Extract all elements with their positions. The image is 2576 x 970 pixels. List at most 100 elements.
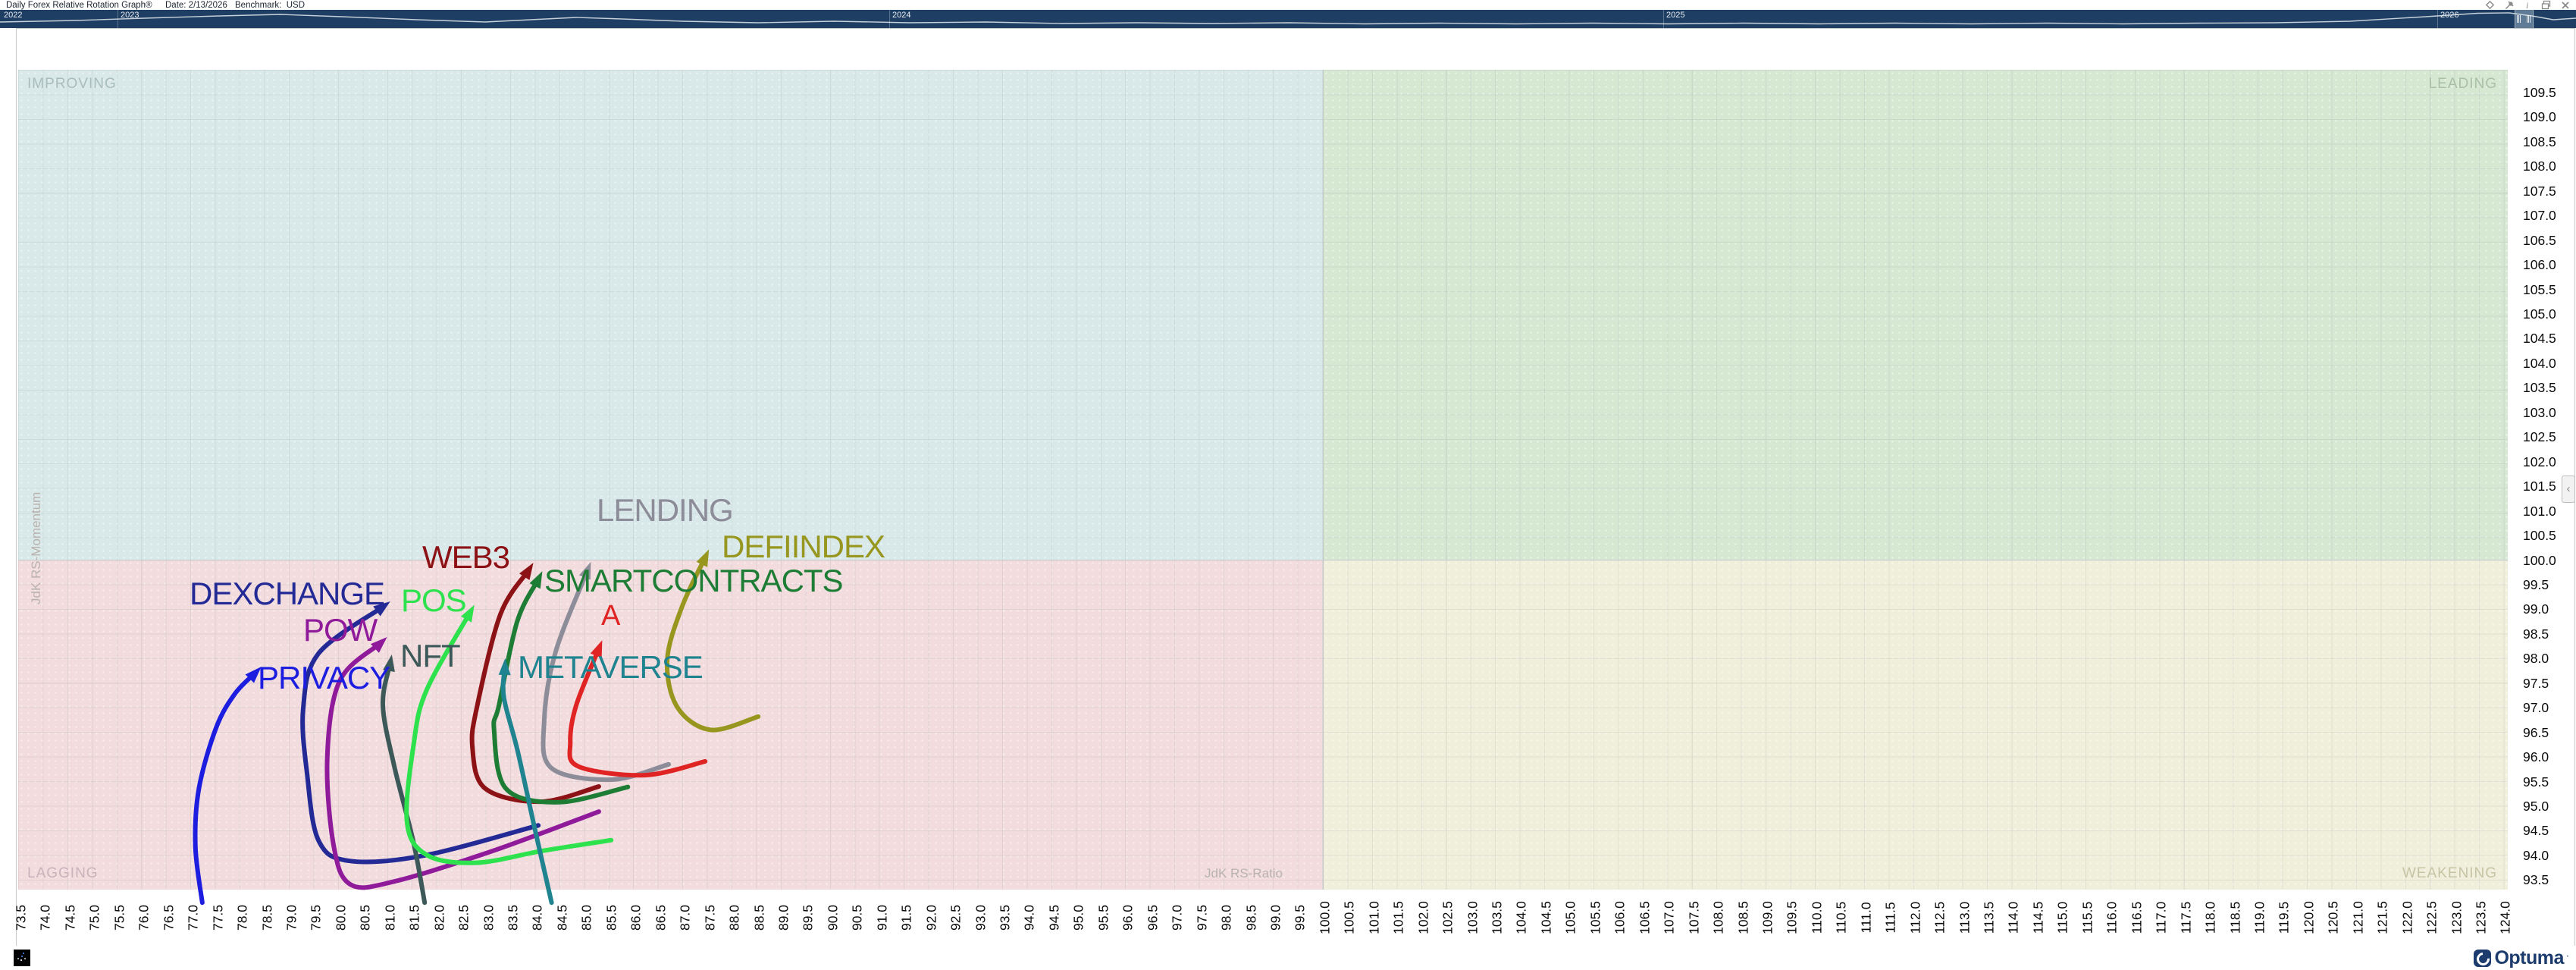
trail-label-a[interactable]: A	[601, 600, 620, 632]
y-tick-label: 94.5	[2523, 823, 2549, 839]
x-tick-label: 91.5	[898, 904, 914, 931]
y-tick-label: 105.5	[2523, 281, 2556, 297]
y-tick-label: 95.0	[2523, 799, 2549, 814]
trail-label-web3[interactable]: WEB3	[422, 539, 510, 575]
optuma-logo: Optuma '	[2474, 947, 2568, 969]
y-tick-label: 107.0	[2523, 208, 2556, 224]
trail-label-pow[interactable]: POW	[303, 612, 378, 648]
x-tick-label: 112.0	[1907, 901, 1923, 934]
x-tick-label: 76.5	[161, 904, 177, 931]
x-tick-label: 117.0	[2153, 901, 2169, 934]
x-tick-label: 82.0	[431, 904, 447, 931]
range-grip-left[interactable]	[2517, 15, 2521, 23]
pin-icon[interactable]	[2505, 0, 2515, 10]
y-tick-label: 96.5	[2523, 724, 2549, 740]
x-tick-label: 80.5	[357, 904, 373, 931]
x-tick-label: 98.0	[1218, 904, 1234, 931]
x-tick-label: 101.0	[1366, 901, 1382, 934]
x-tick-label: 110.0	[1809, 901, 1825, 934]
x-tick-label: 106.5	[1637, 901, 1653, 934]
y-tick-label: 107.5	[2523, 183, 2556, 199]
x-tick-label: 85.0	[578, 904, 594, 931]
x-tick-label: 113.0	[1957, 901, 1973, 934]
x-tick-label: 87.5	[702, 904, 718, 931]
rrg-plot-area[interactable]: IMPROVING LEADING LAGGING WEAKENING JdK …	[18, 70, 2508, 890]
x-tick-label: 82.5	[456, 904, 472, 931]
x-tick-label: 96.5	[1145, 904, 1161, 931]
trail-label-dexchange[interactable]: DEXCHANGE	[190, 576, 385, 611]
x-tick-label: 97.5	[1194, 904, 1210, 931]
quadrant-leading	[1323, 70, 2508, 560]
x-tick-label: 95.5	[1095, 904, 1111, 931]
info-icon[interactable]: i	[2524, 0, 2531, 10]
x-tick-label: 100.5	[1341, 901, 1357, 934]
x-axis-title: JdK RS-Ratio	[1205, 866, 1283, 881]
x-tick-label: 120.5	[2325, 901, 2341, 934]
x-tick-label: 91.0	[874, 904, 890, 931]
x-tick-label: 87.0	[677, 904, 693, 931]
trail-label-nft[interactable]: NFT	[400, 638, 461, 673]
panel-collapse-chevron-icon[interactable]: ‹	[2562, 476, 2575, 503]
x-tick-label: 108.5	[1735, 901, 1750, 934]
trail-label-lending[interactable]: LENDING	[597, 492, 734, 528]
y-tick-label: 102.5	[2523, 429, 2556, 445]
x-tick-label: 104.5	[1538, 901, 1554, 934]
x-tick-label: 110.5	[1833, 901, 1849, 934]
timeline-range-selector[interactable]	[2515, 10, 2534, 28]
trail-label-metaverse[interactable]: METAVERSE	[518, 649, 704, 685]
y-tick-label: 93.5	[2523, 872, 2549, 888]
x-tick-label: 121.5	[2374, 901, 2390, 934]
y-tick-label: 104.5	[2523, 331, 2556, 347]
restore-icon[interactable]	[2541, 0, 2551, 10]
x-tick-label: 81.0	[382, 904, 398, 931]
trail-label-privacy[interactable]: PRIVACY	[258, 660, 390, 695]
timeline-year-label: 2022	[4, 11, 23, 20]
x-tick-label: 119.5	[2276, 901, 2292, 934]
x-tick-label: 84.0	[529, 904, 545, 931]
y-tick-label: 106.5	[2523, 232, 2556, 248]
x-tick-label: 106.0	[1612, 901, 1628, 934]
y-tick-label: 94.0	[2523, 847, 2549, 863]
status-square-icon[interactable]	[14, 950, 30, 966]
trail-label-pos[interactable]: POS	[401, 582, 467, 618]
range-grip-right[interactable]	[2527, 15, 2531, 23]
y-tick-label: 99.5	[2523, 576, 2549, 592]
y-axis-title: JdK RS-Momentum	[29, 491, 43, 604]
x-tick-label: 109.5	[1784, 901, 1800, 934]
trail-label-smartcontracts[interactable]: SMARTCONTRACTS	[544, 563, 844, 598]
x-tick-label: 85.5	[603, 904, 619, 931]
x-tick-label: 99.5	[1292, 904, 1308, 931]
x-tick-label: 79.5	[308, 904, 324, 931]
x-tick-label: 122.0	[2399, 901, 2415, 934]
x-tick-label: 105.0	[1562, 901, 1578, 934]
y-tick-label: 109.0	[2523, 109, 2556, 125]
x-tick-label: 83.0	[481, 904, 497, 931]
x-tick-label: 102.0	[1415, 901, 1431, 934]
trail-label-defiindex[interactable]: DEFIINDEX	[722, 529, 885, 564]
x-tick-label: 117.5	[2178, 901, 2194, 934]
x-tick-label: 96.0	[1120, 904, 1136, 931]
close-icon[interactable]	[2561, 1, 2570, 10]
x-tick-label: 83.5	[505, 904, 521, 931]
x-tick-label: 74.5	[62, 904, 78, 931]
svg-text:i: i	[2526, 0, 2528, 10]
x-tick-label: 115.0	[2054, 901, 2070, 934]
timeline-strip[interactable]: 2022 2023 2024 2025 2026	[0, 10, 2576, 28]
chart-title: Daily Forex Relative Rotation Graph®	[6, 1, 152, 10]
diamond-icon[interactable]	[2485, 0, 2495, 10]
x-tick-label: 90.5	[849, 904, 865, 931]
y-tick-label: 99.0	[2523, 601, 2549, 617]
x-tick-label: 121.0	[2350, 901, 2366, 934]
chart-date: Date: 2/13/2026	[165, 1, 227, 10]
timeline-year-separator	[889, 10, 890, 28]
x-tick-label: 84.5	[554, 904, 570, 931]
x-tick-label: 88.0	[726, 904, 742, 931]
x-tick-label: 73.5	[13, 904, 29, 931]
y-tick-label: 98.5	[2523, 626, 2549, 642]
x-tick-label: 92.0	[923, 904, 939, 931]
x-tick-label: 105.5	[1587, 901, 1603, 934]
x-tick-label: 123.5	[2473, 901, 2489, 934]
x-tick-label: 94.0	[1021, 904, 1037, 931]
timeline-sparkline	[0, 12, 2576, 25]
y-tick-label: 98.0	[2523, 651, 2549, 667]
